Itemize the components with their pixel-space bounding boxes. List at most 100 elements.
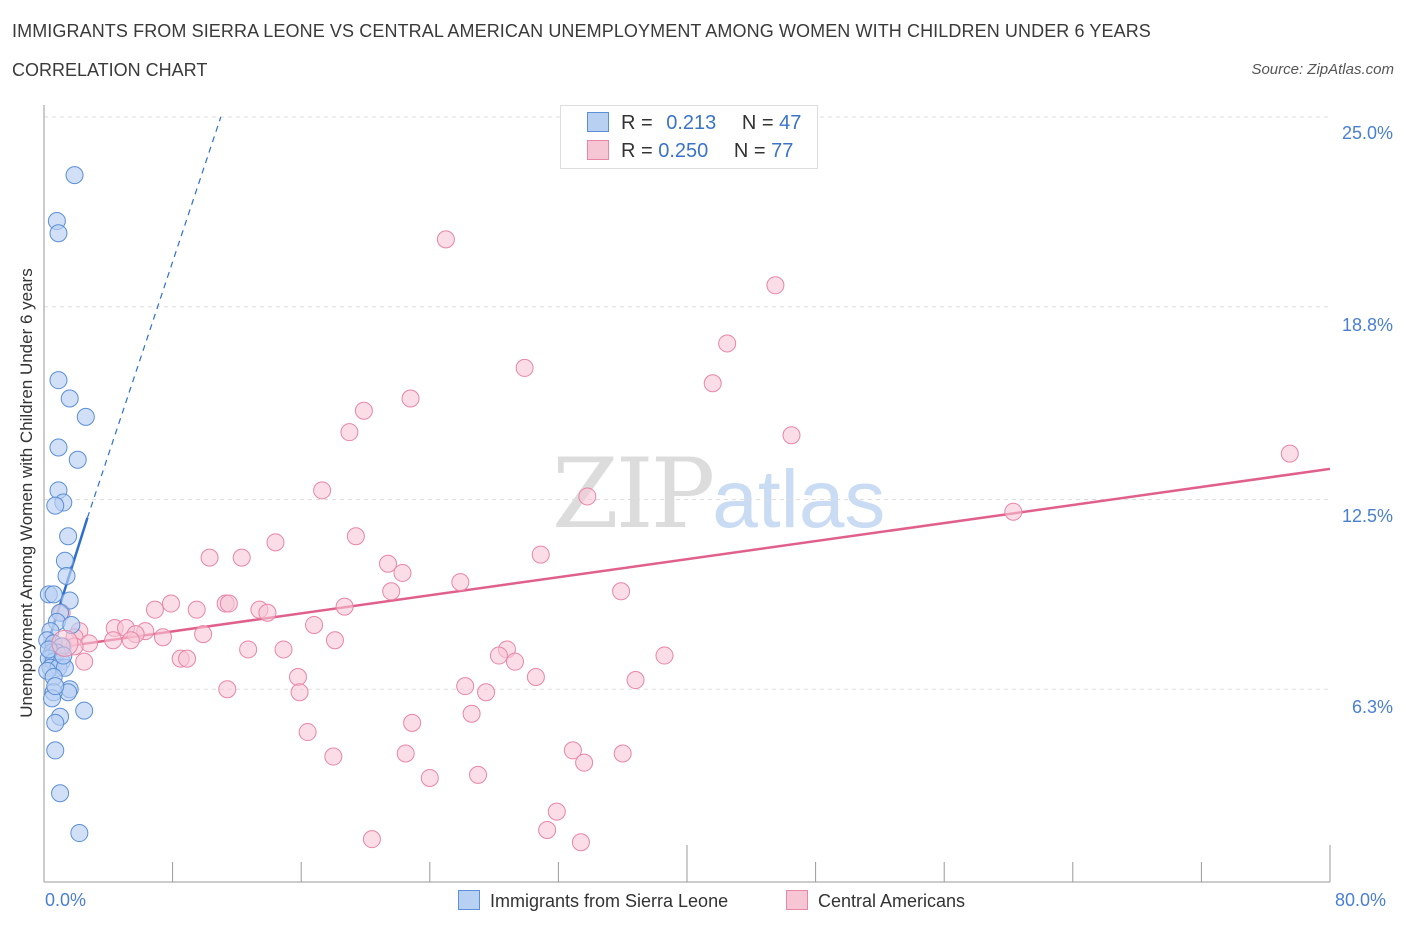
data-point-central-americans [218,680,237,699]
data-point-sierra-leone [44,585,63,604]
data-point-sierra-leone [46,496,65,515]
data-point-central-americans [571,833,590,852]
data-point-central-americans [313,481,332,500]
n-value: 47 [779,112,802,134]
data-point-central-americans [258,603,277,622]
data-point-central-americans [161,594,180,613]
data-point-central-americans [578,487,597,506]
data-point-central-americans [489,646,508,665]
n-value: 77 [771,140,794,162]
point-layer [38,166,1299,852]
data-point-sierra-leone [76,407,95,426]
y-tick-label: 12.5% [1341,506,1393,526]
data-point-central-americans [1280,444,1299,463]
r-value: 0.213 [666,112,717,134]
legend-item-central-americans[interactable]: Central Americans [786,890,965,912]
n-label: N = [733,140,766,162]
data-point-sierra-leone [75,701,94,720]
data-point-central-americans [200,548,219,567]
r-value: 0.250 [658,140,709,162]
data-point-sierra-leone [49,438,68,457]
data-point-central-americans [325,631,344,650]
r-label: R = [621,140,653,162]
data-point-central-americans [396,744,415,763]
y-tick-label: 6.3% [1351,697,1393,717]
data-point-central-americans [266,533,285,552]
data-point-central-americans [462,704,481,723]
data-point-sierra-leone [51,784,70,803]
legend-label: Central Americans [818,891,966,911]
data-point-central-americans [340,423,359,442]
data-point-central-americans [362,830,381,849]
data-point-central-americans [613,744,632,763]
data-point-central-americans [104,631,123,650]
trend-layer [42,116,1331,656]
data-point-central-americans [153,628,172,647]
data-point-central-americans [505,652,524,671]
data-point-central-americans [239,640,258,659]
data-point-sierra-leone [46,713,65,732]
data-point-central-americans [1004,502,1023,521]
data-point-central-americans [305,615,324,634]
stats-legend: R = 0.213 N = 47 R = 0.250 N = 77 [560,105,818,169]
trend-line-central-americans [43,467,1331,651]
chart-title: IMMIGRANTS FROM SIERRA LEONE VS CENTRAL … [12,21,1151,41]
data-point-central-americans [403,713,422,732]
data-point-sierra-leone [65,166,84,185]
data-point-central-americans [626,671,645,690]
y-tick-label: 25.0% [1341,123,1393,143]
data-point-central-americans [393,563,412,582]
x-tick-label-max: 80.0% [1335,890,1387,910]
data-point-central-americans [298,723,317,742]
data-point-sierra-leone [49,371,68,390]
data-point-central-americans [547,802,566,821]
blue-swatch [587,112,609,132]
data-point-central-americans [121,631,140,650]
data-point-central-americans [456,677,475,696]
data-point-central-americans [335,597,354,616]
data-point-central-americans [187,600,206,619]
data-point-sierra-leone [59,527,78,546]
legend-item-sierra-leone[interactable]: Immigrants from Sierra Leone [458,890,728,912]
data-point-central-americans [354,401,373,420]
source-note[interactable]: Source: ZipAtlas.com [1251,61,1394,78]
data-point-central-americans [766,276,785,295]
data-point-central-americans [531,545,550,564]
data-point-central-americans [178,649,197,668]
data-point-central-americans [382,582,401,601]
chart-subtitle: CORRELATION CHART [12,60,208,80]
data-point-central-americans [194,625,213,644]
blue-swatch [458,890,480,910]
data-point-central-americans [526,667,545,686]
data-point-central-americans [451,573,470,592]
data-point-sierra-leone [68,450,87,469]
data-point-central-americans [401,389,420,408]
data-point-central-americans [379,554,398,573]
data-point-central-americans [324,747,343,766]
data-point-central-americans [655,646,674,665]
data-point-central-americans [420,768,439,787]
y-axis-label: Unemployment Among Women with Children U… [17,268,36,718]
data-point-central-americans [538,820,557,839]
data-point-central-americans [436,230,455,249]
data-point-central-americans [290,683,309,702]
data-point-sierra-leone [57,567,76,585]
data-point-central-americans [274,640,293,659]
y-tick-label: 18.8% [1341,315,1393,335]
data-point-central-americans [718,334,737,353]
data-point-central-americans [703,374,722,393]
data-point-sierra-leone [49,224,68,243]
data-point-sierra-leone [55,551,74,570]
stats-legend-row-sierra-leone: R = 0.213 N = 47 [587,112,801,136]
data-point-central-americans [515,358,534,377]
data-point-central-americans [145,600,164,619]
data-point-central-americans [346,527,365,546]
legend-label: Immigrants from Sierra Leone [490,891,729,911]
r-label: R = [621,112,653,134]
data-point-central-americans [563,741,582,760]
data-point-sierra-leone [46,677,65,696]
data-point-central-americans [782,426,801,445]
data-point-central-americans [288,667,307,686]
trend-line-sierra-leone-extension [86,116,222,519]
